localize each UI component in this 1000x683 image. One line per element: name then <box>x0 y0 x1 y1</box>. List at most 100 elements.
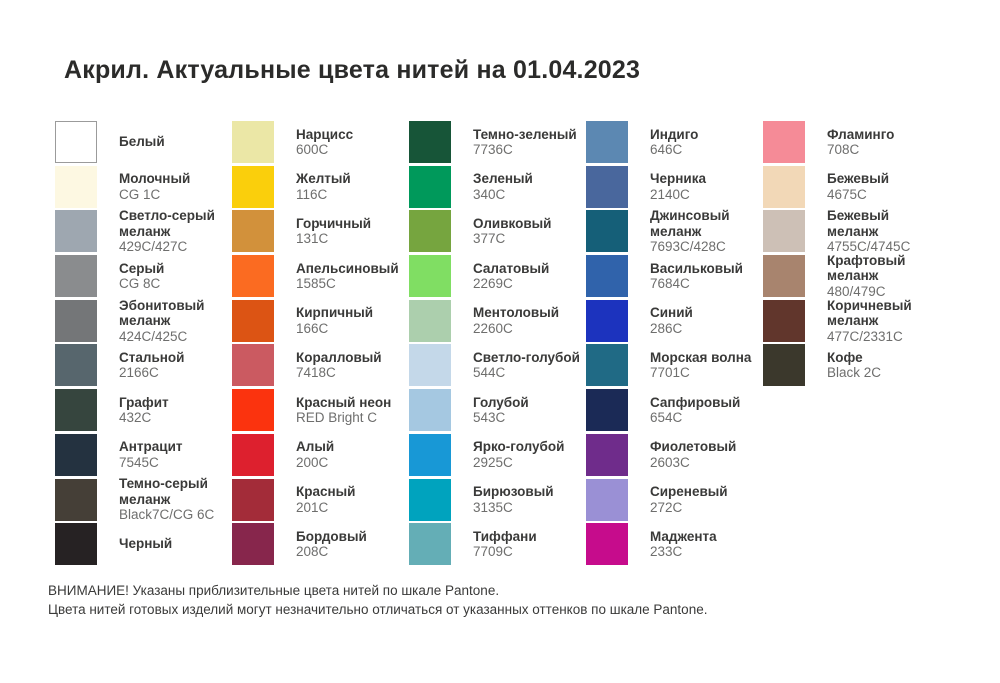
color-row: Черника 2140C <box>586 165 763 208</box>
color-swatch <box>55 389 97 432</box>
color-name: Эбонитовый меланж <box>119 297 205 329</box>
color-row: Алый 200C <box>232 433 409 476</box>
color-name: Желтый <box>296 171 351 187</box>
color-labels: Стальной 2166C <box>119 350 232 381</box>
color-labels: Желтый 116C <box>296 171 409 202</box>
color-labels: Молочный CG 1C <box>119 171 232 202</box>
color-labels: Бежевый 4675C <box>827 171 940 202</box>
color-labels: Белый <box>119 134 232 150</box>
color-labels: Апельсиновый 1585C <box>296 261 409 292</box>
color-row: Крафтовый меланж 480/479C <box>763 253 940 299</box>
color-name: Васильковый <box>650 260 743 276</box>
color-code: 2166C <box>119 365 159 381</box>
color-swatch <box>409 433 451 476</box>
color-name: Маджента <box>650 528 717 544</box>
color-row: Молочный CG 1C <box>55 165 232 208</box>
color-labels: Коричневый меланж 477C/2331C <box>827 298 940 345</box>
color-code: 2603C <box>650 454 690 470</box>
color-labels: Черный <box>119 536 232 552</box>
color-swatch <box>232 165 274 208</box>
color-labels: Маджента 233C <box>650 529 763 560</box>
color-labels: Черника 2140C <box>650 171 763 202</box>
color-swatch <box>232 389 274 432</box>
color-labels: Темно-зеленый 7736C <box>473 127 586 158</box>
color-code: 600C <box>296 142 329 157</box>
footer-line-1: ВНИМАНИЕ! Указаны приблизительные цвета … <box>48 583 500 598</box>
color-swatch <box>586 121 628 163</box>
color-code: 544C <box>473 365 506 381</box>
color-code: 4675C <box>827 186 867 202</box>
color-swatch <box>232 344 274 387</box>
color-name: Салатовый <box>473 260 550 276</box>
color-name: Фламинго <box>827 126 895 142</box>
color-code: CG 8C <box>119 276 161 292</box>
color-labels: Темно-серый меланж Black7C/CG 6C <box>119 476 232 523</box>
color-row: Серый CG 8C <box>55 255 232 298</box>
color-row: Морская волна 7701C <box>586 344 763 387</box>
color-row: Голубой 543C <box>409 389 586 432</box>
color-swatch <box>586 478 628 521</box>
color-swatch <box>55 344 97 387</box>
color-swatch <box>409 121 451 163</box>
color-name: Апельсиновый <box>296 260 399 276</box>
color-code: 3135C <box>473 499 513 515</box>
color-row: Бежевый 4675C <box>763 165 940 208</box>
color-code: 646C <box>650 142 683 157</box>
color-row: Графит 432C <box>55 389 232 432</box>
color-row: Фламинго 708C <box>763 121 940 163</box>
color-code: 131C <box>296 231 329 247</box>
swatch-column: Темно-зеленый 7736C Зеленый 340C Оливковый 37… <box>409 121 586 568</box>
color-code: 208C <box>296 544 329 560</box>
color-labels: Бордовый 208C <box>296 529 409 560</box>
color-labels: Джинсовый меланж 7693C/428C <box>650 208 763 255</box>
color-row: Бордовый 208C <box>232 523 409 566</box>
color-swatch <box>763 165 805 208</box>
color-labels: Сапфировый 654C <box>650 395 763 426</box>
color-name: Сапфировый <box>650 394 741 410</box>
color-code: 432C <box>119 410 152 426</box>
color-swatch <box>586 523 628 566</box>
color-code: 200C <box>296 454 329 470</box>
color-row: Фиолетовый 2603C <box>586 433 763 476</box>
color-labels: Кофе Black 2C <box>827 350 940 381</box>
color-swatch <box>55 255 97 298</box>
color-swatch <box>55 478 97 521</box>
color-name: Морская волна <box>650 349 752 365</box>
swatch-column: Белый Молочный CG 1C Светло-серый меланж 429… <box>55 121 232 568</box>
color-swatch <box>409 523 451 566</box>
color-name: Темно-зеленый <box>473 126 577 142</box>
color-code: 424C/425C <box>119 328 188 344</box>
swatch-column: Фламинго 708C Бежевый 4675C Бежевый меланж 47… <box>763 121 940 568</box>
color-swatch <box>586 389 628 432</box>
color-labels: Фламинго 708C <box>827 127 940 158</box>
color-name: Черника <box>650 171 706 187</box>
color-code: Black 2C <box>827 365 882 381</box>
color-swatch <box>55 433 97 476</box>
swatch-column: Нарцисс 600C Желтый 116C Горчичный 131C Апельс… <box>232 121 409 568</box>
color-name: Горчичный <box>296 215 372 231</box>
color-name: Фиолетовый <box>650 439 737 455</box>
color-labels: Светло-серый меланж 429C/427C <box>119 208 232 255</box>
color-row: Оливковый 377C <box>409 210 586 253</box>
color-name: Светло-голубой <box>473 349 580 365</box>
color-row: Тиффани 7709C <box>409 523 586 566</box>
color-row: Красный неон RED Bright C <box>232 389 409 432</box>
color-swatch <box>763 210 805 253</box>
color-swatch <box>55 121 97 163</box>
color-labels: Васильковый 7684C <box>650 261 763 292</box>
color-code: 7418C <box>296 365 336 381</box>
color-labels: Голубой 543C <box>473 395 586 426</box>
color-code: 7693C/428C <box>650 239 726 255</box>
color-row: Апельсиновый 1585C <box>232 255 409 298</box>
color-labels: Горчичный 131C <box>296 216 409 247</box>
page-title: Акрил. Актуальные цвета нитей на 01.04.2… <box>64 56 641 84</box>
color-swatch <box>232 299 274 342</box>
color-row: Горчичный 131C <box>232 210 409 253</box>
color-name: Джинсовый меланж <box>650 208 730 239</box>
color-row: Ментоловый 2260C <box>409 299 586 342</box>
color-labels: Сиреневый 272C <box>650 484 763 515</box>
color-name: Бежевый меланж <box>827 208 890 239</box>
color-labels: Зеленый 340C <box>473 171 586 202</box>
color-name: Тиффани <box>473 528 537 544</box>
color-swatch <box>586 299 628 342</box>
